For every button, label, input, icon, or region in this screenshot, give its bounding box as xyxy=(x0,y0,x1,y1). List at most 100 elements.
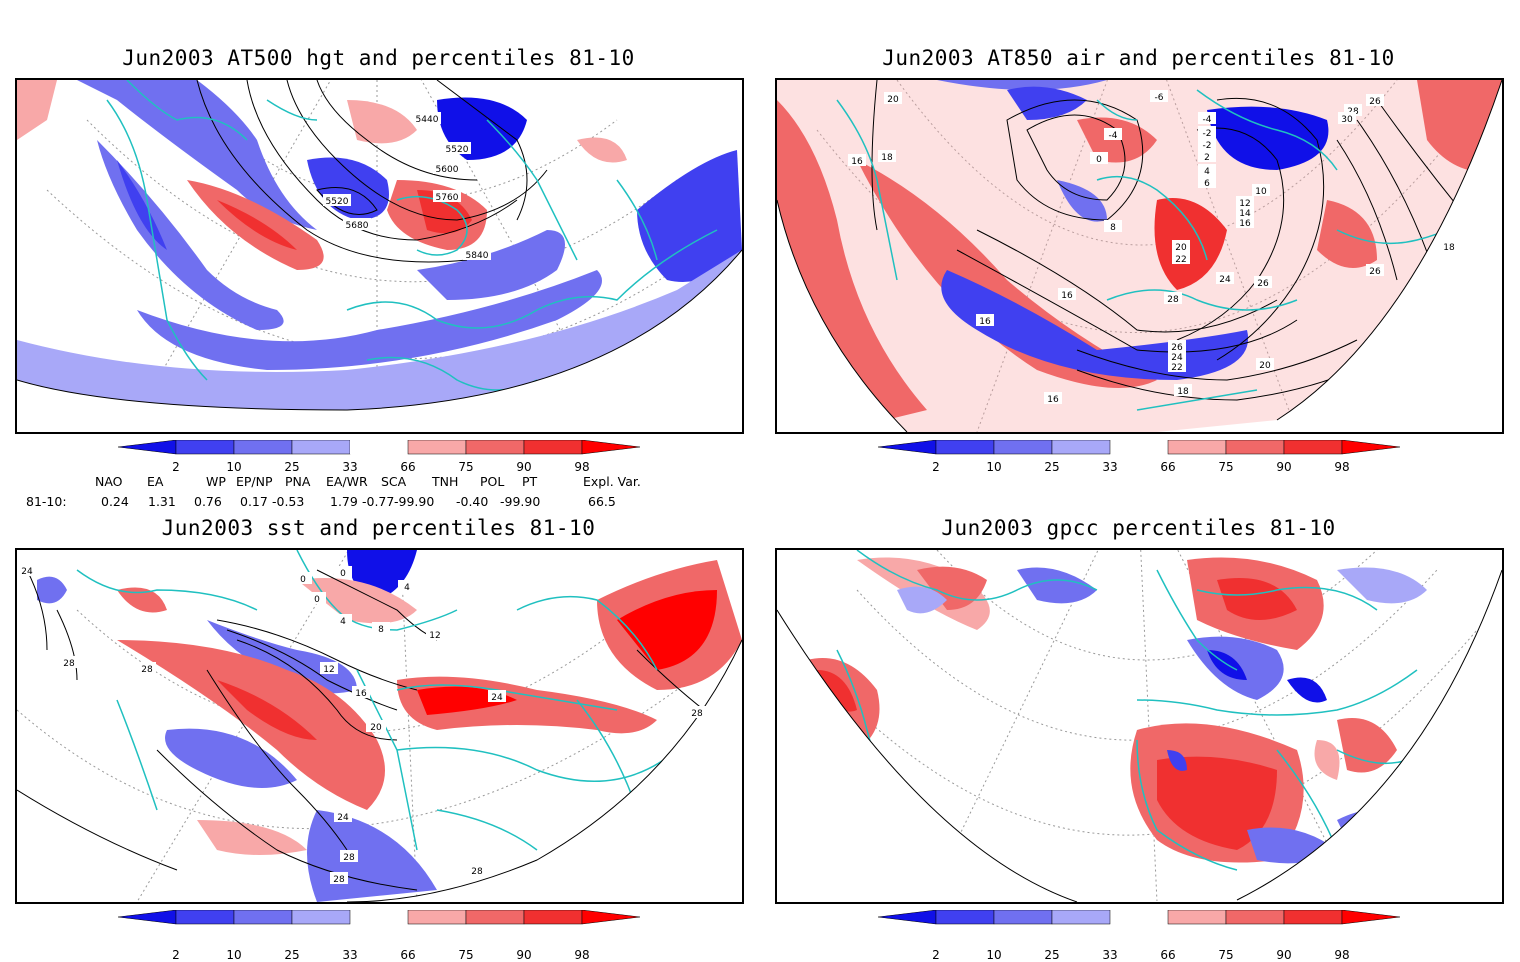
p3-label-4: 0 xyxy=(340,569,346,579)
p2-label-21: 26 xyxy=(1369,267,1381,277)
p2-label-4: -4 xyxy=(1203,115,1212,125)
cbar4-tick: 10 xyxy=(986,948,1002,962)
p2-label-26: 18 xyxy=(1443,243,1455,253)
p2-label-22: 26 xyxy=(1369,97,1381,107)
index-value: -0.77 xyxy=(362,494,395,509)
index-header: EA/WR xyxy=(326,474,368,489)
p2-label-10: 4 xyxy=(1204,167,1210,177)
index-header: WP xyxy=(206,474,226,489)
p2-label-15: 16 xyxy=(1239,219,1251,229)
cbar1-tick: 98 xyxy=(574,460,590,474)
p2-label-2: 16 xyxy=(851,157,863,167)
panel1-title: Jun2003 AT500 hgt and percentiles 81-10 xyxy=(122,46,635,70)
index-value: 0.17 xyxy=(240,494,268,509)
cbar3-tick: 25 xyxy=(284,948,300,962)
colorbar-panel4: 2 10 25 33 66 75 90 98 xyxy=(877,909,1418,962)
p2-label-5: -2 xyxy=(1203,129,1212,139)
cbar1-tick: 66 xyxy=(400,460,416,474)
colorbar-panel3: 2 10 25 33 66 75 90 98 xyxy=(117,909,658,962)
panel4-title: Jun2003 gpcc percentiles 81-10 xyxy=(941,516,1336,540)
panel2-title: Jun2003 AT850 air and percentiles 81-10 xyxy=(882,46,1395,70)
cbar1-tick: 10 xyxy=(226,460,242,474)
p1-label-4: 5760 xyxy=(436,193,459,203)
p3-label-16: 28 xyxy=(343,853,355,863)
panel4-map xyxy=(775,548,1504,904)
p2-label-7: -2 xyxy=(1203,141,1212,151)
cbar1-tick: 33 xyxy=(342,460,358,474)
p2-label-11: 6 xyxy=(1204,179,1210,189)
cbar1-tick: 2 xyxy=(172,460,180,474)
p2-label-31: 22 xyxy=(1171,363,1182,373)
panel3-title: Jun2003 sst and percentiles 81-10 xyxy=(161,516,596,540)
p3-label-0: 24 xyxy=(21,567,33,577)
p1-label-0: 5440 xyxy=(416,115,439,125)
cbar3-tick: 33 xyxy=(342,948,358,962)
p1-label-3: 5600 xyxy=(436,165,459,175)
p3-label-12: 16 xyxy=(355,689,367,699)
p2-label-32: 18 xyxy=(1177,387,1189,397)
p2-label-3: -6 xyxy=(1155,93,1164,103)
index-header: POL xyxy=(480,474,505,489)
p2-label-19: 26 xyxy=(1257,279,1269,289)
p2-label-12: 10 xyxy=(1255,187,1267,197)
cbar2-tick: 10 xyxy=(986,460,1002,474)
cbar4-tick: 90 xyxy=(1276,948,1292,962)
cbar4-tick: 25 xyxy=(1044,948,1060,962)
p3-label-13: 20 xyxy=(370,723,382,733)
panel3-map: 24 28 28 0 0 0 4 4 8 12 12 16 20 24 24 2… xyxy=(15,548,744,904)
cbar2-tick: 75 xyxy=(1218,460,1234,474)
p2-label-0: 20 xyxy=(887,95,899,105)
cbar4-tick: 75 xyxy=(1218,948,1234,962)
cbar3-tick: 10 xyxy=(226,948,242,962)
p2-label-35: 16 xyxy=(979,317,991,327)
p1-label-2: 5520 xyxy=(326,197,349,207)
p2-label-17: 22 xyxy=(1175,255,1186,265)
index-value: 0.24 xyxy=(101,494,129,509)
p1-label-5: 5680 xyxy=(346,221,369,231)
p3-label-15: 24 xyxy=(491,693,503,703)
cbar2-tick: 90 xyxy=(1276,460,1292,474)
p3-label-19: 28 xyxy=(691,709,703,719)
cbar2-tick: 66 xyxy=(1160,460,1176,474)
p2-label-14: 14 xyxy=(1239,209,1251,219)
index-header: NAO xyxy=(95,474,123,489)
p2-label-1: 18 xyxy=(881,153,893,163)
index-value: 1.31 xyxy=(148,494,176,509)
p3-label-6: 4 xyxy=(404,583,410,593)
cbar3-tick: 98 xyxy=(574,948,590,962)
cbar4-tick: 33 xyxy=(1102,948,1118,962)
p3-label-11: 12 xyxy=(323,665,334,675)
cbar2-tick: 98 xyxy=(1334,460,1350,474)
p2-label-6: -4 xyxy=(1109,131,1118,141)
cbar2-tick: 25 xyxy=(1044,460,1060,474)
p2-label-20: 28 xyxy=(1167,295,1179,305)
index-value: 66.5 xyxy=(588,494,616,509)
index-value: 0.76 xyxy=(194,494,222,509)
p2-label-36: 16 xyxy=(1047,395,1059,405)
p2-label-37: 8 xyxy=(1110,223,1116,233)
index-value: -99.90 xyxy=(394,494,435,509)
panel1-map: 5440 5520 5520 5600 5760 5680 5840 xyxy=(15,78,744,434)
p3-label-8: 8 xyxy=(378,625,384,635)
cbar1-tick: 75 xyxy=(458,460,474,474)
cbar4-tick: 2 xyxy=(932,948,940,962)
index-header: SCA xyxy=(381,474,407,489)
cbar4-tick: 98 xyxy=(1334,948,1350,962)
p3-label-1: 28 xyxy=(63,659,75,669)
p2-label-9: 2 xyxy=(1204,153,1210,163)
p3-label-18: 28 xyxy=(471,867,483,877)
index-value: -99.90 xyxy=(500,494,541,509)
index-header: TNH xyxy=(432,474,459,489)
index-header: EA xyxy=(147,474,164,489)
index-header: PNA xyxy=(285,474,311,489)
p2-label-34: 16 xyxy=(1061,291,1073,301)
p1-label-1: 5520 xyxy=(446,145,469,155)
p2-label-24: 30 xyxy=(1341,115,1353,125)
cbar2-tick: 2 xyxy=(932,460,940,474)
colorbar-panel2: 2 10 25 33 66 75 90 98 xyxy=(877,439,1418,480)
p3-label-17: 28 xyxy=(333,875,345,885)
cbar1-tick: 25 xyxy=(284,460,300,474)
p3-label-10: 12 xyxy=(429,631,440,641)
p2-label-29: 26 xyxy=(1171,343,1183,353)
panel2-map: 20 18 16 -6 -4 -2 -4 -2 0 2 4 6 10 12 14… xyxy=(775,78,1504,434)
